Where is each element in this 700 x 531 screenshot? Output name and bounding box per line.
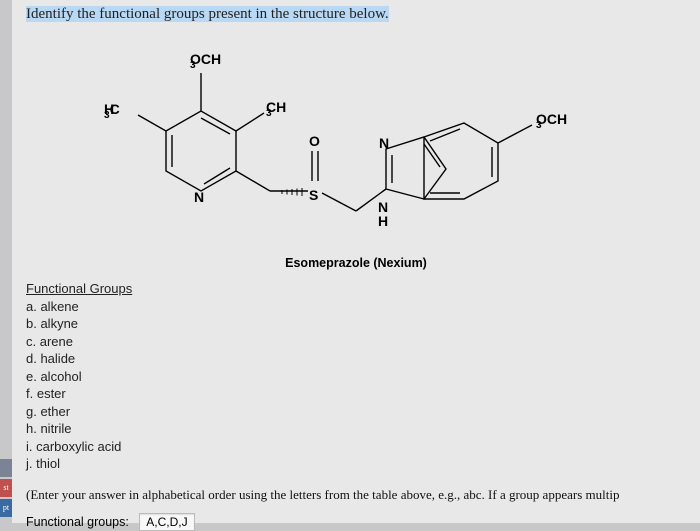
side-tab-1[interactable]: [0, 459, 12, 477]
question-text: Identify the functional groups present i…: [26, 6, 690, 23]
fg-item: h. nitrile: [26, 420, 690, 438]
label-n2: N: [379, 135, 389, 151]
answer-row: Functional groups: A,C,D,J: [26, 513, 690, 531]
fg-item: a. alkene: [26, 298, 690, 316]
molecule-svg: [26, 31, 686, 276]
instruction-text: (Enter your answer in alphabetical order…: [26, 487, 690, 503]
label-h3c: H3C: [104, 101, 110, 121]
label-o: O: [309, 133, 320, 149]
answer-label: Functional groups:: [26, 515, 129, 529]
label-ch3: CH3: [266, 99, 272, 119]
answer-input[interactable]: A,C,D,J: [139, 513, 194, 531]
fg-item: g. ether: [26, 403, 690, 421]
functional-groups-list: Functional Groups a. alkene b. alkyne c.…: [26, 280, 690, 473]
label-s: S: [309, 187, 318, 203]
fg-item: c. arene: [26, 333, 690, 351]
page-content: Identify the functional groups present i…: [12, 0, 700, 523]
fg-item: d. halide: [26, 350, 690, 368]
fg-item: f. ester: [26, 385, 690, 403]
label-h: H: [378, 213, 388, 229]
question-highlight: Identify the functional groups present i…: [26, 6, 389, 22]
fg-title: Functional Groups: [26, 280, 690, 298]
label-och3-right: OCH3: [536, 111, 542, 131]
side-tab-2[interactable]: st: [0, 479, 12, 497]
molecule-caption: Esomeprazole (Nexium): [26, 256, 686, 270]
label-n1: N: [194, 189, 204, 205]
fg-item: e. alcohol: [26, 368, 690, 386]
side-tab-3[interactable]: pt: [0, 499, 12, 517]
fg-item: i. carboxylic acid: [26, 438, 690, 456]
side-tabs: st pt: [0, 457, 12, 517]
label-och3-top: OCH3: [190, 51, 196, 71]
fg-item: j. thiol: [26, 455, 690, 473]
fg-item: b. alkyne: [26, 315, 690, 333]
molecule-structure: OCH3 H3C CH3 OCH3 N N N H O S Esomeprazo…: [26, 31, 686, 276]
